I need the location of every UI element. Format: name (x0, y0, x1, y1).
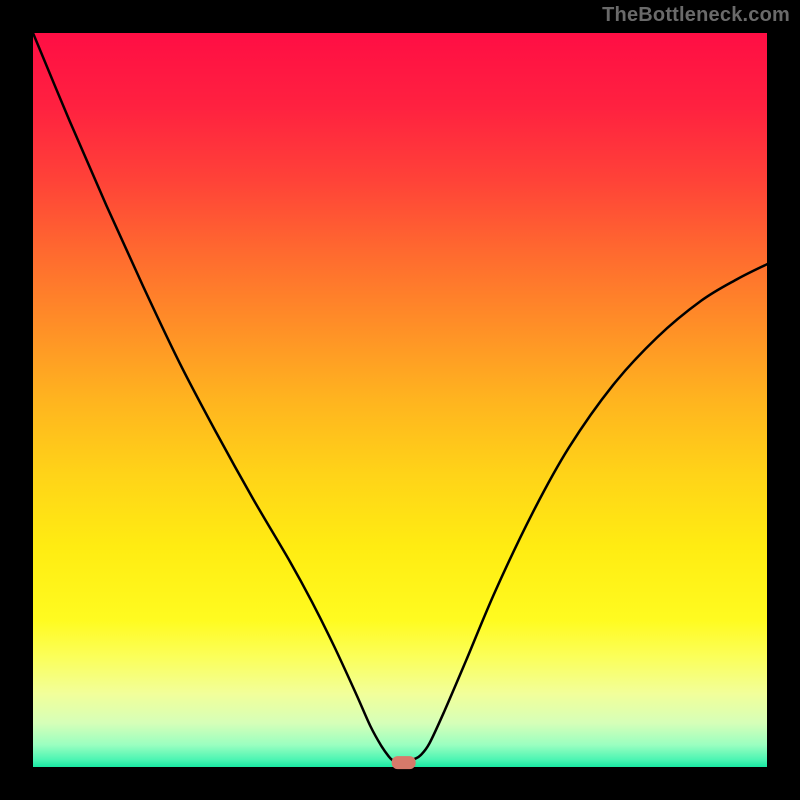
optimal-point-marker (392, 756, 416, 769)
chart-background-gradient (33, 33, 767, 767)
bottleneck-chart (0, 0, 800, 800)
watermark-text: TheBottleneck.com (602, 4, 790, 27)
